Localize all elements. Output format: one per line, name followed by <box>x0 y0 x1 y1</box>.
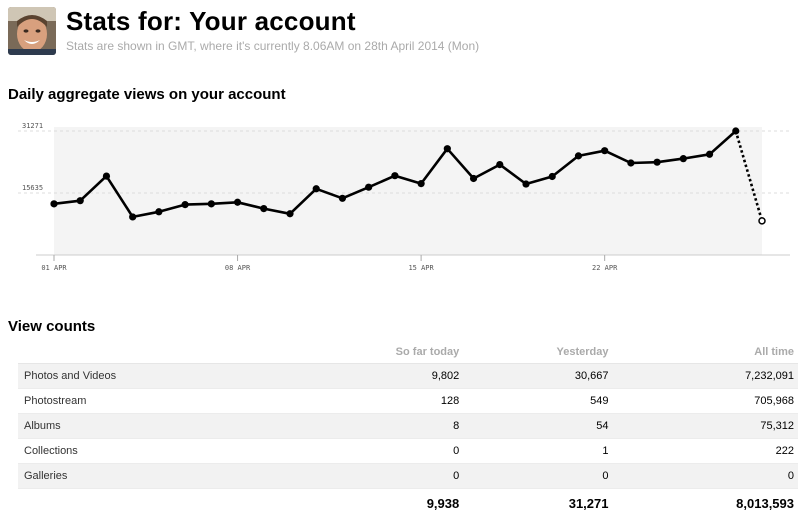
x-tick-label: 08 APR <box>225 264 251 272</box>
x-tick-label: 22 APR <box>592 264 618 272</box>
cell-today: 9,802 <box>319 363 464 389</box>
data-point <box>181 201 189 209</box>
data-point <box>627 159 635 167</box>
cell-alltime: 222 <box>612 438 798 464</box>
y-tick-label: 31271 <box>22 122 43 130</box>
row-label: Photos and Videos <box>18 363 320 389</box>
cell-today: 0 <box>319 463 464 489</box>
column-header-today: So far today <box>319 340 464 364</box>
total-yesterday: 31,271 <box>568 495 609 511</box>
table-row-collections: Collections 0 1 222 <box>18 438 798 464</box>
data-point <box>338 194 347 202</box>
data-point <box>50 200 58 208</box>
data-point <box>129 213 137 221</box>
data-point <box>679 155 687 163</box>
cell-alltime: 705,968 <box>612 388 798 414</box>
cell-today: 128 <box>319 388 464 414</box>
column-header-alltime: All time <box>612 340 798 364</box>
daily-views-heading: Daily aggregate views on your account <box>8 86 286 103</box>
cell-yesterday: 1 <box>463 438 613 464</box>
view-counts-table: So far today Yesterday All time Photos a… <box>18 340 798 517</box>
data-point <box>155 208 163 216</box>
cell-yesterday: 30,667 <box>463 363 613 389</box>
table-row-photos-and-videos: Photos and Videos 9,802 30,667 7,232,091 <box>18 363 798 389</box>
data-point <box>653 158 661 166</box>
avatar-image <box>8 7 56 55</box>
column-header-yesterday: Yesterday <box>463 340 613 364</box>
series-line-partial <box>734 130 764 222</box>
column-header-label <box>18 340 320 364</box>
y-tick-label: 15635 <box>22 184 43 192</box>
cell-alltime: 7,232,091 <box>612 363 798 389</box>
table-row-albums: Albums 8 54 75,312 <box>18 413 798 439</box>
table-row-photostream: Photostream 128 549 705,968 <box>18 388 798 414</box>
cell-today: 0 <box>319 438 464 464</box>
data-point <box>574 152 583 160</box>
row-label: Galleries <box>18 463 320 489</box>
data-point <box>417 180 425 188</box>
data-point <box>365 183 373 191</box>
cell-alltime: 0 <box>612 463 798 489</box>
cell-alltime: 75,312 <box>612 413 798 439</box>
row-label: Photostream <box>18 388 320 414</box>
page-title: Stats for: Your account <box>66 6 356 36</box>
row-label: Albums <box>18 413 320 439</box>
data-point <box>548 172 556 181</box>
data-point <box>391 172 399 180</box>
data-point <box>312 185 320 193</box>
data-point <box>496 160 504 169</box>
data-point <box>732 127 740 135</box>
daily-views-chart: 31271 15635 01 APR 08 APR 15 APR 22 APR <box>18 122 790 272</box>
plot-area <box>54 127 762 255</box>
data-point <box>207 200 215 208</box>
total-alltime: 8,013,593 <box>736 495 794 511</box>
table-row-galleries: Galleries 0 0 0 <box>18 463 798 489</box>
page-subtitle: Stats are shown in GMT, where it's curre… <box>66 39 480 53</box>
data-point <box>522 180 530 188</box>
cell-yesterday: 54 <box>463 413 613 439</box>
data-point <box>469 174 478 183</box>
avatar[interactable] <box>8 7 56 55</box>
data-point <box>260 205 268 213</box>
data-point <box>601 147 609 155</box>
data-point <box>76 197 84 205</box>
total-today: 9,938 <box>426 495 460 511</box>
table-row-totals: 9,938 31,271 8,013,593 <box>18 489 798 517</box>
x-tick-label: 15 APR <box>408 264 434 272</box>
data-point <box>443 145 451 153</box>
data-point <box>286 210 294 218</box>
cell-yesterday: 549 <box>463 388 613 414</box>
data-point <box>705 150 714 158</box>
cell-today: 8 <box>319 413 464 439</box>
cell-yesterday: 0 <box>463 463 613 489</box>
data-point <box>758 217 766 225</box>
row-label: Collections <box>18 438 320 464</box>
data-point <box>102 172 111 180</box>
data-point <box>233 198 242 206</box>
view-counts-heading: View counts <box>8 318 96 335</box>
table-header-row: So far today Yesterday All time <box>18 340 798 364</box>
x-tick-label: 01 APR <box>41 264 67 272</box>
row-label <box>18 489 320 517</box>
